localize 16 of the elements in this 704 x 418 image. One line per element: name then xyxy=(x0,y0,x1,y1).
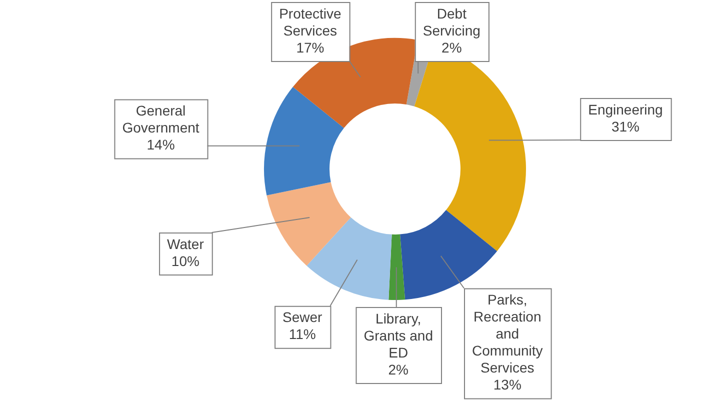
slice-label: General Government xyxy=(122,102,200,136)
slice-label: Engineering xyxy=(588,101,663,118)
slice-label: Protective Services xyxy=(279,5,342,38)
data-label: 14% xyxy=(146,136,175,153)
slice-label: Debt Servicing xyxy=(422,5,480,38)
data-label: 17% xyxy=(296,39,324,56)
slice-label: Water xyxy=(167,236,204,252)
slice-label: Parks, Recreation and Community Services xyxy=(472,292,543,376)
data-label: 11% xyxy=(288,326,316,342)
data-label: 31% xyxy=(611,118,640,134)
data-label: 2% xyxy=(388,361,408,378)
data-label: 13% xyxy=(493,376,522,393)
slice-label: Library, Grants and ED xyxy=(364,310,433,360)
data-label: 2% xyxy=(442,39,462,56)
data-label: 10% xyxy=(171,252,200,269)
slice-label: Sewer xyxy=(282,309,323,326)
